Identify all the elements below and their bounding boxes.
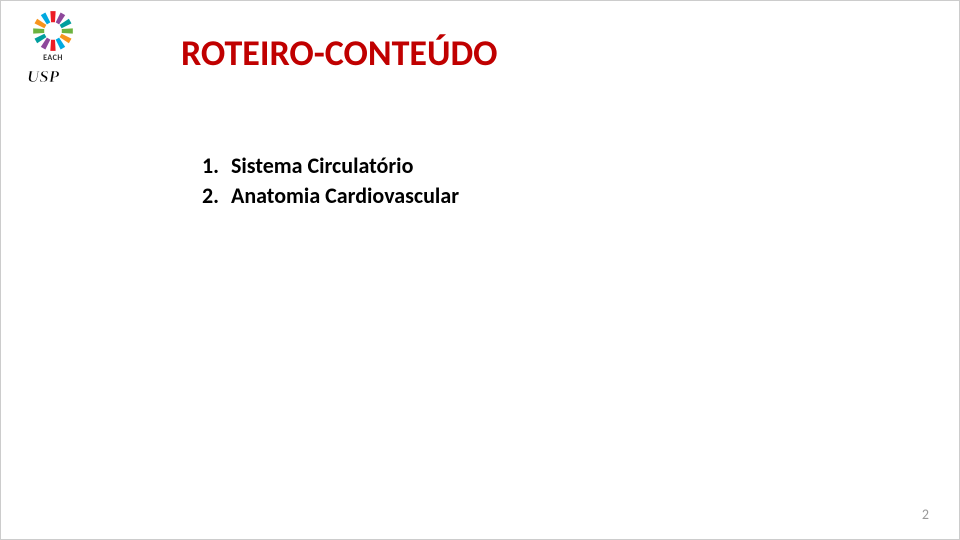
list-item-label: Anatomia Cardiovascular [231,181,459,211]
logo-area: EACH USP [21,7,85,87]
list-item-number: 2. [183,181,231,211]
usp-logo-icon: USP [25,65,81,87]
svg-text:USP: USP [27,67,60,86]
page-title: ROTEIRO-CONTEÚDO [181,31,498,75]
page-number: 2 [922,506,929,523]
list-item: 2. Anatomia Cardiovascular [183,181,618,211]
each-logo-icon [29,7,77,55]
list-item: 1. Sistema Circulatório [183,151,618,181]
list-item-label: Sistema Circulatório [231,151,413,181]
slide: EACH USP ROTEIRO-CONTEÚDO 1. Sistema Cir… [0,0,960,540]
list-item-number: 1. [183,151,231,181]
content-list: 1. Sistema Circulatório 2. Anatomia Card… [183,151,618,210]
